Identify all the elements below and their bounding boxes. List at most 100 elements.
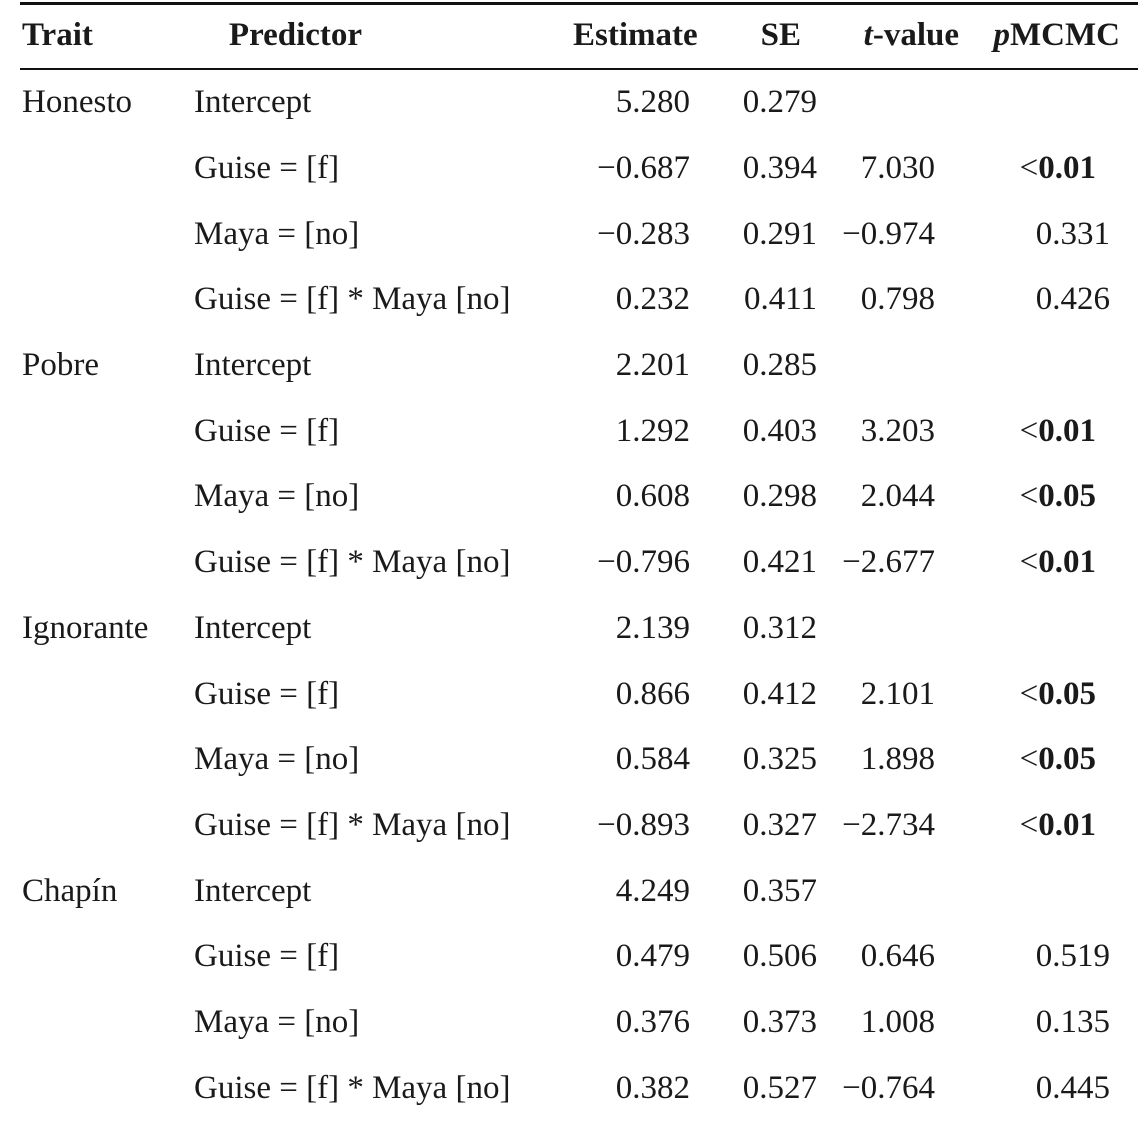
- cell-t-value: 2.101: [860, 675, 935, 712]
- cell-trait: [0, 727, 193, 793]
- cell-p-mcmc: <0.05: [965, 727, 1138, 793]
- less-than-sign: <: [1019, 150, 1039, 187]
- cell-estimate: 5.280: [615, 84, 690, 121]
- cell-predictor: Intercept: [194, 872, 312, 909]
- less-than-sign: <: [1019, 741, 1039, 778]
- cell-p-mcmc: 0.445: [1035, 1069, 1110, 1106]
- cell-predictor: Maya = [no]: [194, 741, 360, 778]
- header-se: SE: [760, 16, 801, 53]
- table-row: Guise = [f] * Maya [no] 0.382 0.527 −0.764 0…: [0, 1055, 1138, 1121]
- header-t-italic: t: [863, 16, 873, 53]
- cell-t-value: [827, 333, 965, 399]
- table-row: Maya = [no] 0.376 0.373 1.008 0.135: [0, 990, 1138, 1056]
- cell-p-mcmc: 0.331: [1035, 215, 1110, 252]
- cell-trait: [0, 267, 193, 333]
- cell-estimate: −0.687: [597, 150, 690, 187]
- table-row: Guise = [f] 0.866 0.412 2.101 <0.05: [0, 661, 1138, 727]
- cell-p-mcmc: 0.426: [1035, 281, 1110, 318]
- header-t-rest: -value: [872, 16, 959, 53]
- cell-estimate: 0.608: [615, 478, 690, 515]
- cell-predictor: Intercept: [194, 84, 312, 121]
- table-row: Guise = [f] * Maya [no] 0.232 0.411 0.798 0.…: [0, 267, 1138, 333]
- cell-t-value: −2.677: [842, 544, 935, 581]
- header-estimate: Estimate: [573, 16, 698, 53]
- cell-estimate: −0.283: [597, 215, 690, 252]
- cell-se: 0.412: [742, 675, 817, 712]
- cell-p-mcmc: <0.01: [965, 530, 1138, 596]
- cell-se: 0.325: [742, 741, 817, 778]
- cell-predictor: Guise = [f] * Maya [no]: [194, 1069, 511, 1106]
- cell-trait: [0, 464, 193, 530]
- header-p-mcmc: pMCMC: [965, 0, 1138, 70]
- cell-trait: [0, 398, 193, 464]
- cell-t-value: 1.008: [860, 1003, 935, 1040]
- cell-se: 0.291: [742, 215, 817, 252]
- cell-estimate: −0.893: [597, 806, 690, 843]
- table-row: Ignorante Intercept 2.139 0.312: [0, 596, 1138, 662]
- cell-se: 0.394: [742, 150, 817, 187]
- p-value-significant: 0.05: [1038, 478, 1096, 515]
- cell-predictor: Intercept: [194, 347, 312, 384]
- cell-predictor: Maya = [no]: [194, 1003, 360, 1040]
- cell-predictor: Guise = [f] * Maya [no]: [194, 544, 511, 581]
- cell-t-value: [827, 70, 965, 136]
- cell-trait: [0, 201, 193, 267]
- cell-trait: Chapín: [22, 872, 118, 909]
- less-than-sign: <: [1019, 478, 1039, 515]
- cell-t-value: −0.764: [842, 1069, 935, 1106]
- cell-t-value: −2.734: [842, 806, 935, 843]
- cell-t-value: −0.974: [842, 215, 935, 252]
- cell-p-mcmc: <0.05: [965, 464, 1138, 530]
- cell-se: 0.298: [742, 478, 817, 515]
- table-row: Maya = [no] 0.584 0.325 1.898 <0.05: [0, 727, 1138, 793]
- cell-estimate: 2.139: [615, 609, 690, 646]
- cell-predictor: Maya = [no]: [194, 215, 360, 252]
- header-t-value: t-value: [827, 0, 965, 70]
- cell-p-mcmc: 0.519: [1035, 938, 1110, 975]
- cell-p-mcmc: [965, 70, 1138, 136]
- cell-trait: [0, 661, 193, 727]
- cell-t-value: 0.646: [860, 938, 935, 975]
- table-row: Guise = [f] −0.687 0.394 7.030 <0.01: [0, 136, 1138, 202]
- cell-estimate: 0.376: [615, 1003, 690, 1040]
- p-value-significant: 0.01: [1038, 412, 1096, 449]
- p-value-significant: 0.05: [1038, 741, 1096, 778]
- cell-predictor: Guise = [f] * Maya [no]: [194, 281, 511, 318]
- cell-t-value: [827, 858, 965, 924]
- cell-p-mcmc: [965, 596, 1138, 662]
- cell-estimate: 0.479: [615, 938, 690, 975]
- table-header-rule: [20, 68, 1138, 70]
- cell-se: 0.312: [742, 609, 817, 646]
- cell-se: 0.327: [742, 806, 817, 843]
- cell-trait: [0, 924, 193, 990]
- cell-p-mcmc: <0.01: [965, 793, 1138, 859]
- header-p-rest: MCMC: [1010, 16, 1120, 53]
- table-body: Honesto Intercept 5.280 0.279 Guise = [f] −0.…: [0, 70, 1138, 1121]
- cell-se: 0.373: [742, 1003, 817, 1040]
- cell-predictor: Guise = [f] * Maya [no]: [194, 806, 511, 843]
- cell-t-value: 0.798: [860, 281, 935, 318]
- table-row: Guise = [f] * Maya [no] −0.893 0.327 −2.734…: [0, 793, 1138, 859]
- p-value-significant: 0.01: [1038, 544, 1096, 581]
- cell-estimate: 4.249: [615, 872, 690, 909]
- cell-p-mcmc: [965, 858, 1138, 924]
- cell-se: 0.411: [743, 281, 817, 318]
- p-value-significant: 0.01: [1038, 806, 1096, 843]
- cell-predictor: Guise = [f]: [194, 675, 340, 712]
- table-row: Maya = [no] −0.283 0.291 −0.974 0.331: [0, 201, 1138, 267]
- cell-trait: [0, 1055, 193, 1121]
- header-row: Trait Predictor Estimate SE t-value pMCM…: [0, 0, 1138, 70]
- cell-estimate: −0.796: [597, 544, 690, 581]
- cell-predictor: Intercept: [194, 609, 312, 646]
- less-than-sign: <: [1019, 544, 1039, 581]
- table-row: Guise = [f] * Maya [no] −0.796 0.421 −2.677…: [0, 530, 1138, 596]
- cell-p-mcmc: [965, 333, 1138, 399]
- cell-trait: [0, 136, 193, 202]
- cell-estimate: 1.292: [615, 412, 690, 449]
- header-trait: Trait: [22, 16, 93, 53]
- cell-se: 0.285: [742, 347, 817, 384]
- table-row: Chapín Intercept 4.249 0.357: [0, 858, 1138, 924]
- cell-estimate: 0.232: [615, 281, 690, 318]
- table-row: Guise = [f] 1.292 0.403 3.203 <0.01: [0, 398, 1138, 464]
- cell-p-mcmc: <0.01: [965, 136, 1138, 202]
